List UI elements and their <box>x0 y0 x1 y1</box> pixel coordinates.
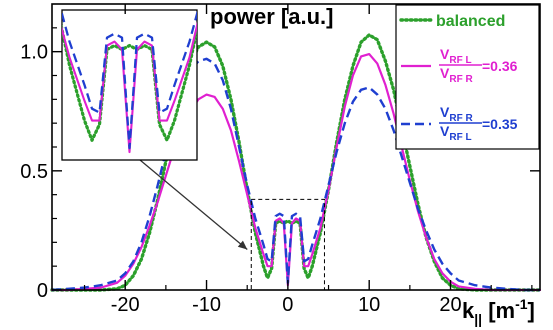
legend-ratio036-den-main: V <box>440 65 450 81</box>
x-tick-label: 20 <box>439 294 461 316</box>
axis-ticks: -20 -10 0 10 20 0 0.5 1.0 <box>20 4 540 316</box>
legend-ratio035-den-main: V <box>440 123 450 139</box>
legend-ratio036-value: =0.36 <box>482 58 518 74</box>
zoom-region-box <box>250 198 325 291</box>
main-series-ratio035 <box>51 57 540 292</box>
inset-series-balanced <box>62 21 197 142</box>
legend-ratio036-den-sub: RF R <box>449 74 473 85</box>
x-axis-label-unit-open: [m <box>482 298 515 323</box>
zoom-arrow <box>139 159 248 250</box>
x-tick-label: 0 <box>282 294 293 316</box>
legend-ratio035-num-sub: RF R <box>449 113 473 124</box>
inset-plot <box>61 9 198 161</box>
legend-label-balanced: balanced <box>436 13 505 30</box>
x-axis-label: k|| [m-1] <box>462 296 535 327</box>
legend-ratio036-denominator: VRF R <box>440 65 473 85</box>
x-tick-label: -10 <box>192 294 221 316</box>
legend-ratio035-num-main: V <box>440 104 450 120</box>
legend-ratio036-num-sub: RF L <box>449 55 471 66</box>
series-layer <box>50 33 542 292</box>
y-tick-label: 0 <box>37 280 48 302</box>
inset-series-ratio036 <box>62 21 197 154</box>
chart-title: power [a.u.] <box>210 4 333 29</box>
legend-ratio035-value: =0.35 <box>482 116 518 132</box>
zoom-arrow-head <box>237 240 248 250</box>
legend-ratio036-numerator: VRF L <box>440 46 472 66</box>
y-tick-label: 1.0 <box>20 42 48 64</box>
legend-ratio035-den-sub: RF L <box>449 132 471 143</box>
y-tick-label: 0.5 <box>20 161 48 183</box>
legend-ratio035-numerator: VRF R <box>440 104 473 124</box>
inset-series-ratio035 <box>62 10 197 150</box>
x-axis-label-sub: || <box>474 311 482 327</box>
x-axis-label-unit-sup: -1 <box>515 296 528 312</box>
inset-series-layer <box>62 10 197 154</box>
x-tick-label: 10 <box>358 294 380 316</box>
legend-ratio035-denominator: VRF L <box>440 123 472 143</box>
x-axis-label-unit-close: ] <box>528 298 535 323</box>
legend-ratio036-num-main: V <box>440 46 450 62</box>
x-axis-label-main: k <box>462 298 475 323</box>
x-tick-label: -20 <box>111 294 140 316</box>
